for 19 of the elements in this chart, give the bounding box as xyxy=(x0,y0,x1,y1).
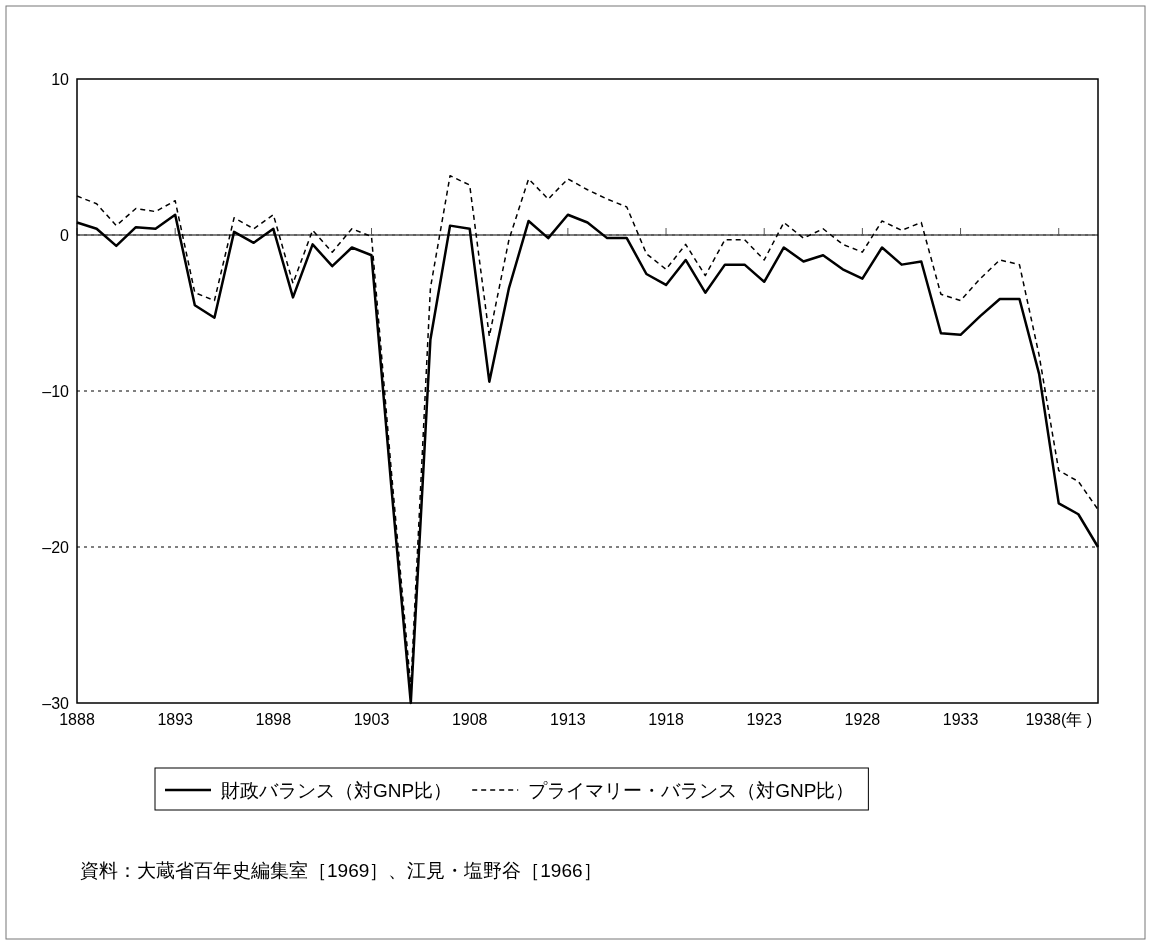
legend-label: プライマリー・バランス（対GNP比） xyxy=(528,780,855,801)
text: 資料：大蔵省百年史編集室［1969］、江見・塩野谷［1966］ xyxy=(80,860,602,881)
y-tick-label: –10 xyxy=(42,383,70,400)
y-tick-label: –20 xyxy=(42,539,70,556)
x-tick-label: 1928 xyxy=(844,711,881,728)
legend-label: 財政バランス（対GNP比） xyxy=(221,780,453,801)
x-tick-label: 1938(年 ) xyxy=(1025,711,1093,728)
x-tick-label: 1903 xyxy=(353,711,390,728)
x-tick-label: 1918 xyxy=(648,711,684,728)
x-tick-label: 1923 xyxy=(746,711,783,728)
x-tick-label: 1908 xyxy=(451,711,488,728)
x-tick-label: 1893 xyxy=(157,711,194,728)
x-tick-label: 1913 xyxy=(550,711,586,728)
y-tick-label: 10 xyxy=(51,71,70,88)
x-tick-label: 1888 xyxy=(59,711,95,728)
x-tick-label: 1933 xyxy=(942,711,979,728)
y-tick-label: –30 xyxy=(42,695,70,712)
y-tick-label: 0 xyxy=(60,227,70,244)
x-tick-label: 1898 xyxy=(255,711,292,728)
